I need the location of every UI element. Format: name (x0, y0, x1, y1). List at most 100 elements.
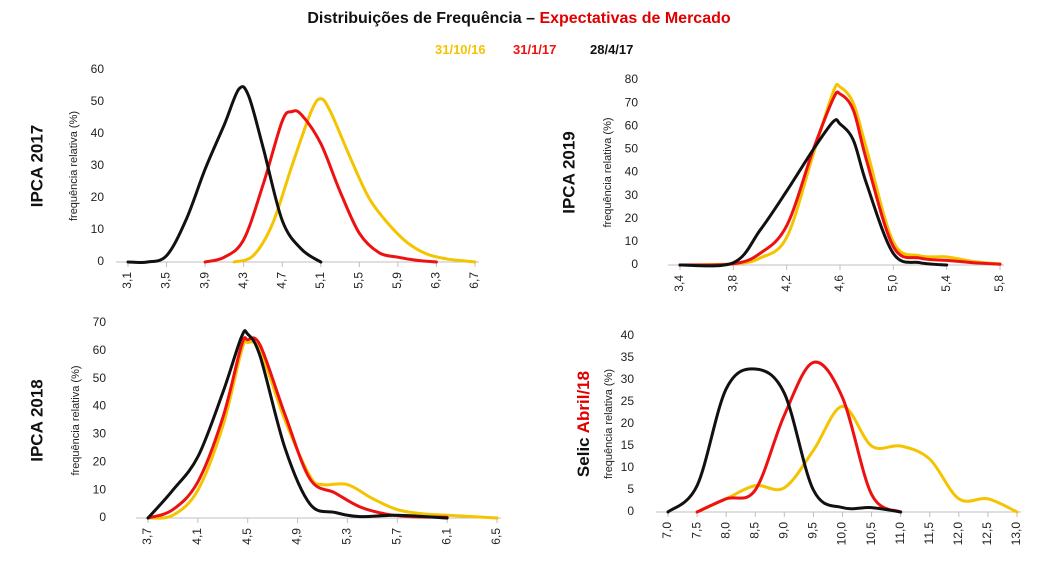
x-tick-label: 6,1 (439, 528, 453, 545)
x-tick-label: 3,5 (159, 272, 173, 289)
series-line-2 (203, 109, 438, 264)
panel-title: IPCA 2017 (27, 125, 46, 208)
y-tick-label: 60 (93, 343, 107, 357)
title-highlight: Expectativas de Mercado (539, 10, 731, 27)
figure-title: Distribuições de Frequência – Expectativ… (0, 10, 1038, 28)
x-tick-label: 5,8 (992, 275, 1006, 292)
x-tick-label: 11,0 (893, 522, 907, 545)
y-tick-label: 30 (621, 372, 635, 386)
x-tick-label: 7,0 (660, 522, 674, 539)
series-line-2 (695, 360, 903, 514)
x-tick-label: 7,5 (689, 522, 703, 539)
title-prefix: Distribuições de Frequência – (307, 10, 540, 27)
y-tick-label: 40 (91, 126, 105, 140)
x-tick-label: 3,4 (672, 275, 686, 292)
y-tick-label: 80 (625, 72, 639, 86)
x-tick-label: 8,0 (718, 522, 732, 539)
y-tick-label: 0 (627, 504, 634, 518)
y-tick-label: 40 (621, 328, 635, 342)
y-axis-label: frequência relativa (%) (603, 369, 615, 479)
x-tick-label: 4,6 (832, 275, 846, 292)
x-tick-label: 3,8 (726, 275, 740, 292)
x-tick-label: 5,1 (313, 272, 327, 289)
x-tick-label: 4,9 (290, 528, 304, 545)
y-tick-label: 20 (93, 454, 107, 468)
x-tick-label: 12,0 (951, 522, 965, 546)
y-tick-label: 50 (91, 94, 105, 108)
x-tick-label: 5,7 (389, 528, 403, 545)
panel-title: IPCA 2018 (27, 379, 46, 462)
y-tick-label: 20 (625, 211, 639, 225)
x-tick-label: 4,3 (236, 272, 250, 289)
y-tick-label: 40 (625, 165, 639, 179)
x-tick-label: 9,5 (806, 522, 820, 539)
series-line-1 (678, 82, 1002, 267)
chart-panel-3: IPCA 2018 frequência relativa (%) 0 10 20 30 4… (27, 315, 503, 545)
x-tick-label: 4,5 (240, 528, 254, 545)
panel-title: IPCA 2019 (559, 131, 578, 214)
x-tick-label: 5,9 (390, 272, 404, 289)
y-tick-label: 40 (93, 399, 107, 413)
legend-item-1: 31/10/16 (435, 42, 486, 57)
legend-item-3: 28/4/17 (590, 42, 634, 57)
x-tick-label: 12,5 (980, 522, 994, 546)
x-tick-label: 9,0 (777, 522, 791, 539)
x-tick-label: 13,0 (1009, 522, 1023, 546)
x-tick-label: 8,5 (747, 522, 761, 539)
x-tick-label: 6,7 (467, 272, 481, 289)
x-tick-label: 5,0 (886, 275, 900, 292)
y-tick-label: 35 (621, 350, 635, 364)
y-tick-label: 60 (625, 118, 639, 132)
x-tick-label: 4,7 (274, 272, 288, 289)
series-line-3 (126, 85, 323, 264)
y-tick-label: 70 (625, 95, 639, 109)
x-tick-label: 5,4 (939, 275, 953, 292)
y-tick-label: 10 (91, 222, 105, 236)
series-line-2 (146, 336, 449, 520)
y-tick-label: 30 (93, 427, 107, 441)
x-tick-label: 6,5 (489, 528, 503, 545)
legend-item-2: 31/1/17 (513, 42, 557, 57)
y-tick-label: 30 (91, 158, 105, 172)
x-tick-label: 3,1 (120, 272, 134, 289)
series-line-1 (146, 339, 499, 520)
series-line-3 (146, 329, 449, 520)
y-tick-label: 60 (91, 62, 105, 76)
y-tick-label: 10 (621, 460, 635, 474)
series-line-2 (678, 90, 1002, 267)
y-axis-label: frequência relativa (%) (602, 117, 614, 227)
series-line-1 (695, 404, 1019, 514)
y-axis-label: frequência relativa (%) (70, 365, 82, 475)
y-tick-label: 5 (627, 482, 634, 496)
x-tick-label: 6,3 (429, 272, 443, 289)
x-tick-label: 4,1 (190, 528, 204, 545)
panel-title: Selic Abril/18 (574, 371, 593, 477)
chart-panel-2: IPCA 2019 frequência relativa (%) 0 10 20 30 4… (559, 72, 1006, 292)
y-tick-label: 15 (621, 438, 635, 452)
y-axis-label: frequência relativa (%) (68, 111, 80, 221)
y-tick-label: 0 (97, 254, 104, 268)
series-line-3 (678, 118, 949, 268)
x-tick-label: 11,5 (922, 522, 936, 545)
x-tick-label: 3,7 (140, 528, 154, 545)
y-tick-label: 70 (93, 315, 107, 329)
x-tick-label: 3,9 (197, 272, 211, 289)
y-tick-label: 50 (625, 142, 639, 156)
series-line-3 (666, 367, 903, 514)
y-tick-label: 50 (93, 371, 107, 385)
x-tick-label: 10,0 (835, 522, 849, 546)
y-tick-label: 20 (621, 416, 635, 430)
panel-title-part: Selic (574, 433, 593, 477)
y-tick-label: 0 (631, 257, 638, 271)
x-tick-label: 5,5 (352, 272, 366, 289)
y-tick-label: 10 (625, 234, 639, 248)
panel-title-highlight: Abril/18 (574, 371, 593, 433)
x-tick-label: 4,2 (779, 275, 793, 292)
y-tick-label: 30 (625, 188, 639, 202)
y-tick-label: 0 (99, 510, 106, 524)
x-tick-label: 5,3 (340, 528, 354, 545)
chart-panel-4: Selic Abril/18 frequência relativa (%) 0 5 1… (574, 328, 1023, 545)
y-tick-label: 10 (93, 482, 107, 496)
y-tick-label: 25 (621, 394, 635, 408)
